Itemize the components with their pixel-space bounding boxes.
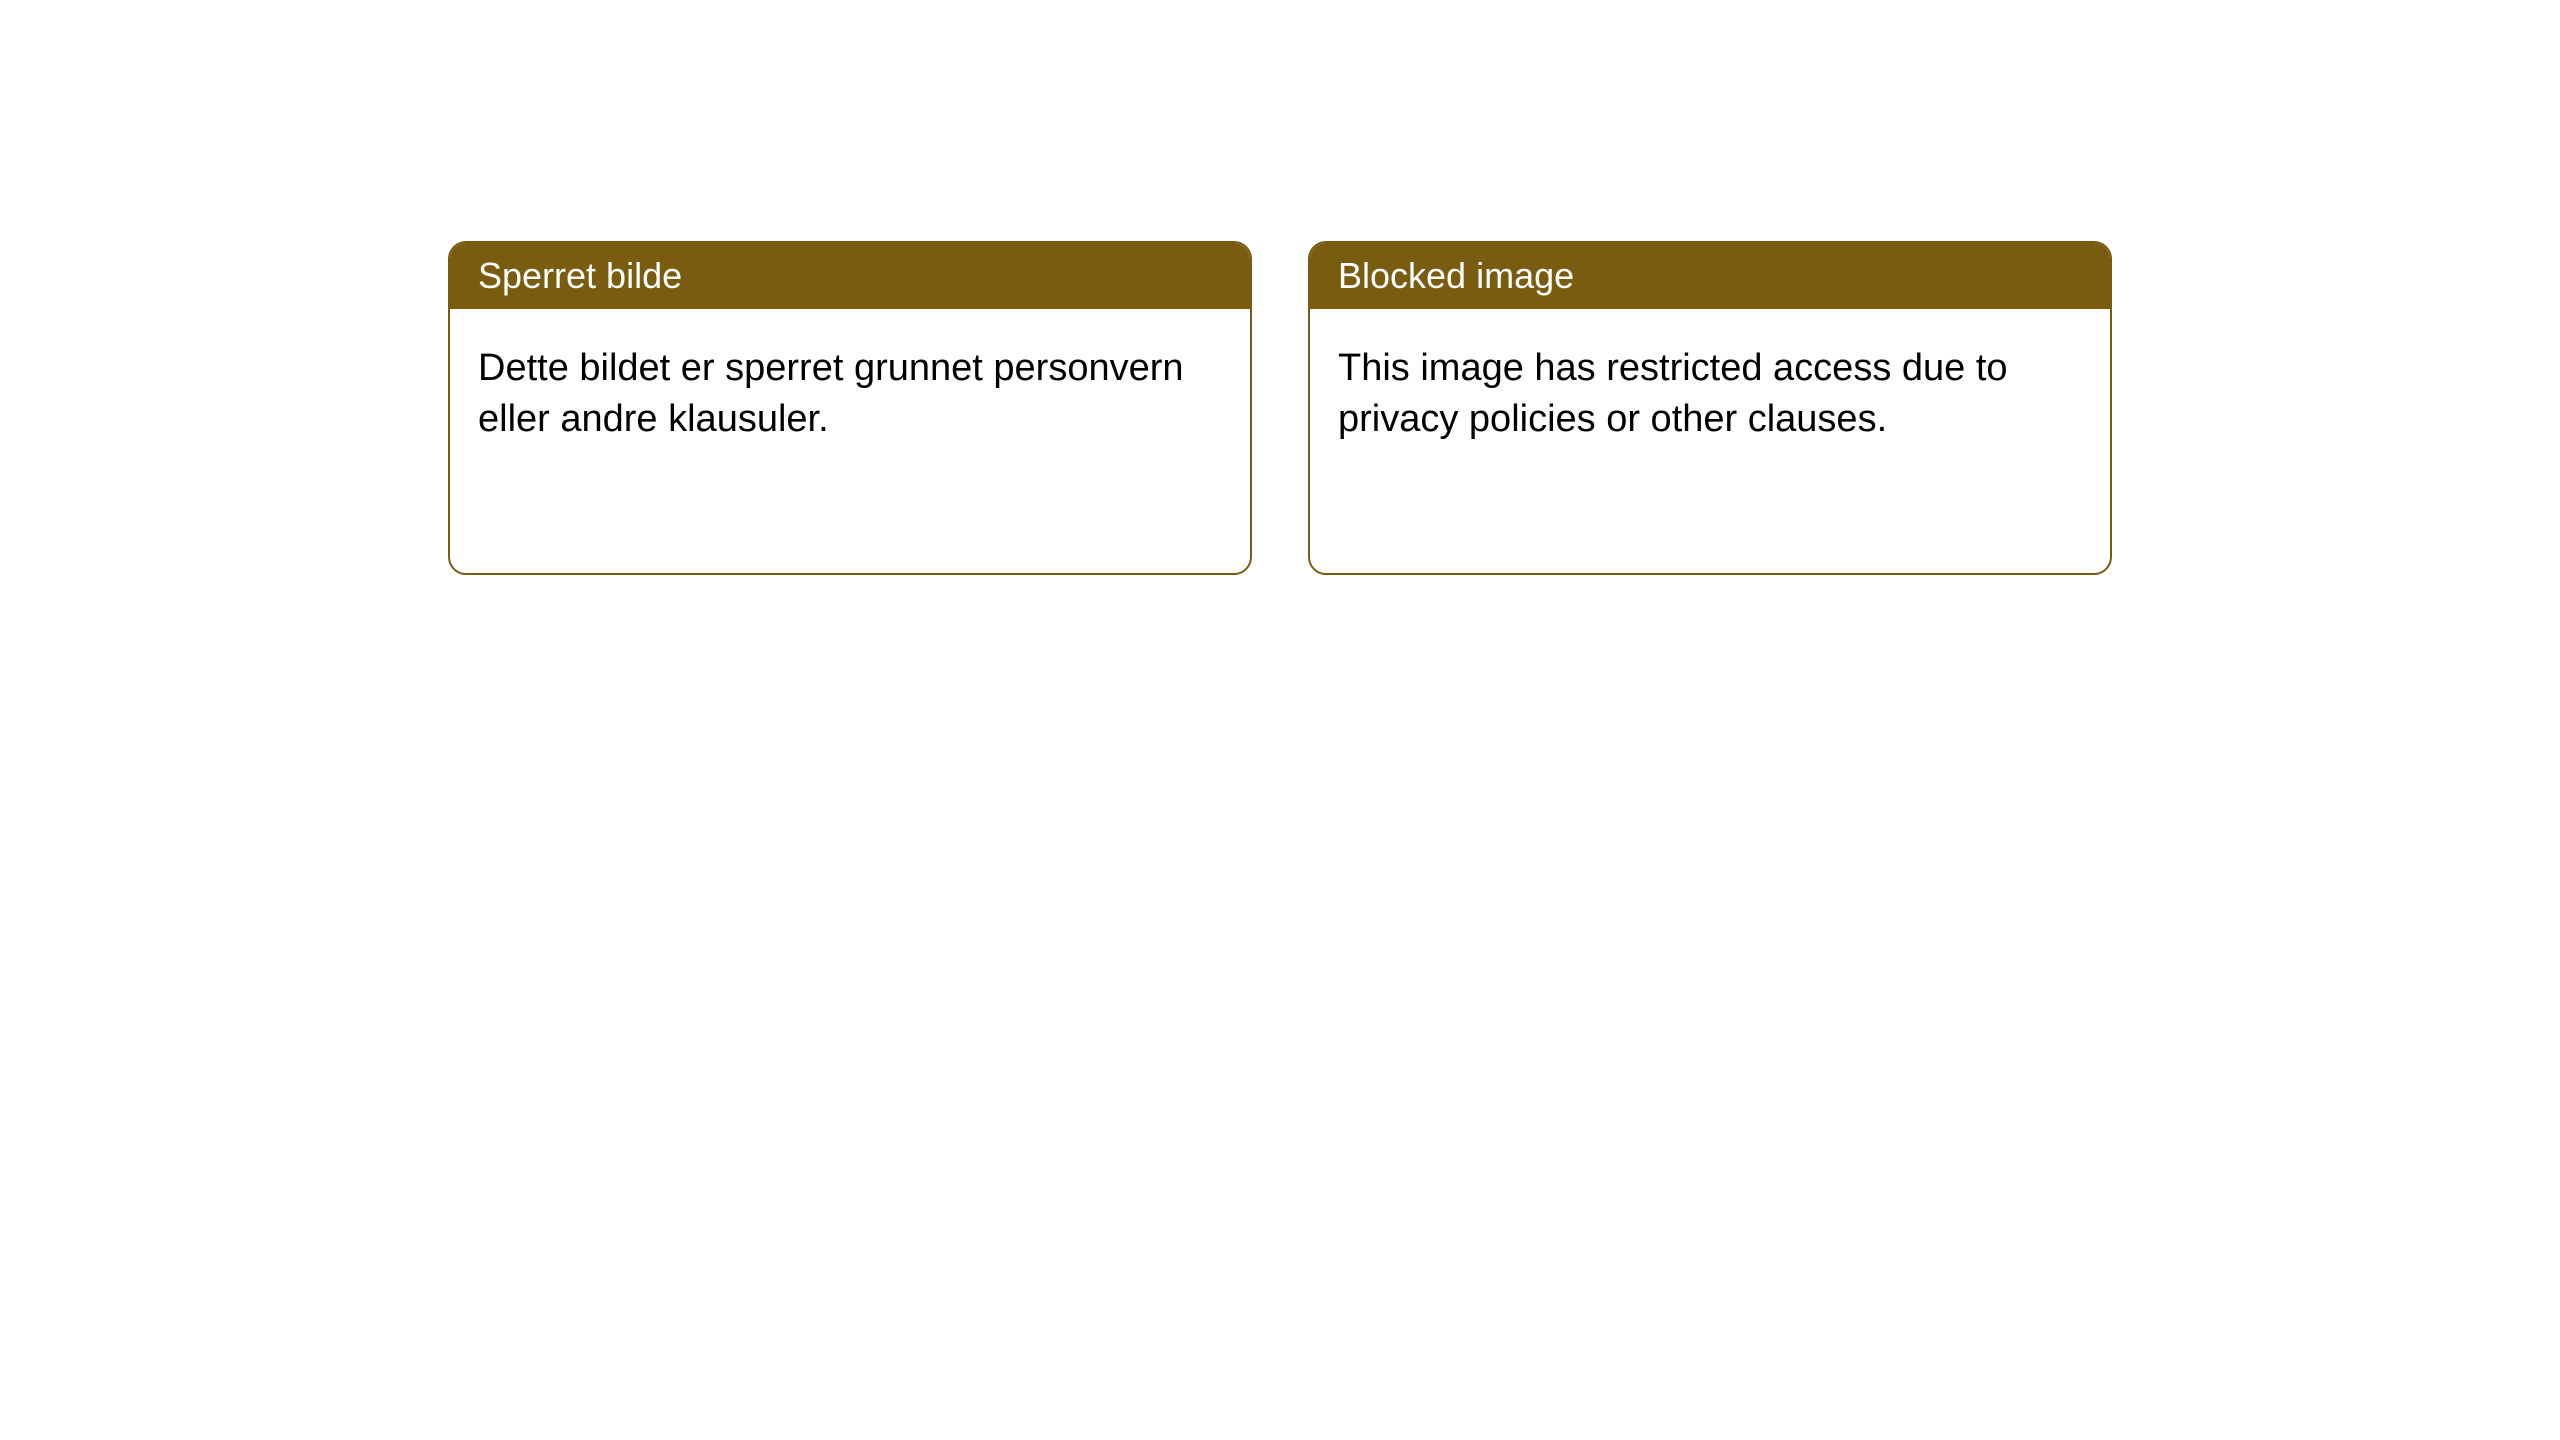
notice-title-no: Sperret bilde — [450, 243, 1250, 309]
notice-body-en: This image has restricted access due to … — [1310, 309, 2110, 480]
notice-container: Sperret bilde Dette bildet er sperret gr… — [0, 0, 2560, 575]
notice-body-no: Dette bildet er sperret grunnet personve… — [450, 309, 1250, 480]
notice-title-en: Blocked image — [1310, 243, 2110, 309]
notice-card-no: Sperret bilde Dette bildet er sperret gr… — [448, 241, 1252, 575]
notice-card-en: Blocked image This image has restricted … — [1308, 241, 2112, 575]
